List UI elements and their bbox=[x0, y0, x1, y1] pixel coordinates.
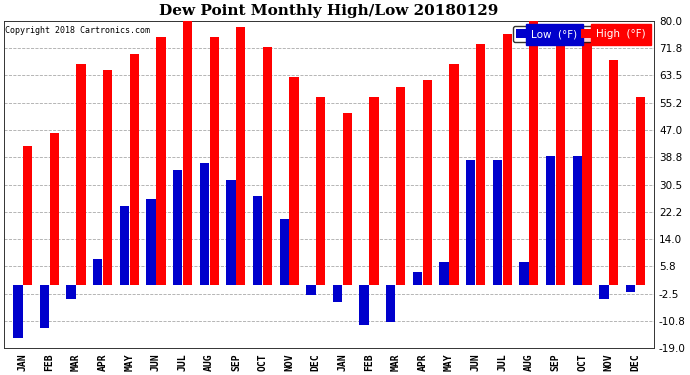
Bar bbox=[236, 27, 246, 285]
Bar bbox=[316, 97, 326, 285]
Bar bbox=[626, 285, 635, 292]
Bar bbox=[609, 60, 618, 285]
Bar bbox=[476, 44, 485, 285]
Bar bbox=[226, 180, 236, 285]
Bar bbox=[502, 34, 512, 285]
Bar bbox=[199, 163, 209, 285]
Bar bbox=[369, 97, 379, 285]
Bar bbox=[289, 77, 299, 285]
Bar bbox=[556, 40, 565, 285]
Bar bbox=[23, 147, 32, 285]
Bar bbox=[573, 156, 582, 285]
Title: Dew Point Monthly High/Low 20180129: Dew Point Monthly High/Low 20180129 bbox=[159, 4, 499, 18]
Bar bbox=[449, 64, 459, 285]
Bar bbox=[546, 156, 555, 285]
Bar bbox=[50, 133, 59, 285]
Bar bbox=[130, 54, 139, 285]
Bar bbox=[146, 200, 156, 285]
Bar bbox=[77, 64, 86, 285]
Bar bbox=[599, 285, 609, 299]
Bar bbox=[253, 196, 262, 285]
Bar bbox=[493, 160, 502, 285]
Bar bbox=[306, 285, 315, 296]
Bar bbox=[466, 160, 475, 285]
Bar bbox=[156, 37, 166, 285]
Bar bbox=[343, 113, 352, 285]
Bar bbox=[440, 262, 449, 285]
Bar bbox=[529, 21, 538, 285]
Bar bbox=[582, 34, 592, 285]
Bar bbox=[359, 285, 369, 325]
Bar bbox=[520, 262, 529, 285]
Bar bbox=[413, 272, 422, 285]
Bar bbox=[173, 170, 182, 285]
Bar bbox=[103, 70, 112, 285]
Bar bbox=[66, 285, 76, 299]
Bar bbox=[120, 206, 129, 285]
Bar bbox=[13, 285, 23, 338]
Bar bbox=[210, 37, 219, 285]
Bar bbox=[93, 259, 102, 285]
Bar bbox=[423, 80, 432, 285]
Bar bbox=[263, 47, 272, 285]
Bar bbox=[183, 17, 193, 285]
Bar bbox=[333, 285, 342, 302]
Bar bbox=[635, 97, 645, 285]
Legend: Low  (°F), High  (°F): Low (°F), High (°F) bbox=[513, 26, 649, 42]
Bar bbox=[40, 285, 49, 328]
Bar bbox=[396, 87, 405, 285]
Bar bbox=[386, 285, 395, 322]
Text: Copyright 2018 Cartronics.com: Copyright 2018 Cartronics.com bbox=[6, 26, 150, 34]
Bar bbox=[279, 219, 289, 285]
